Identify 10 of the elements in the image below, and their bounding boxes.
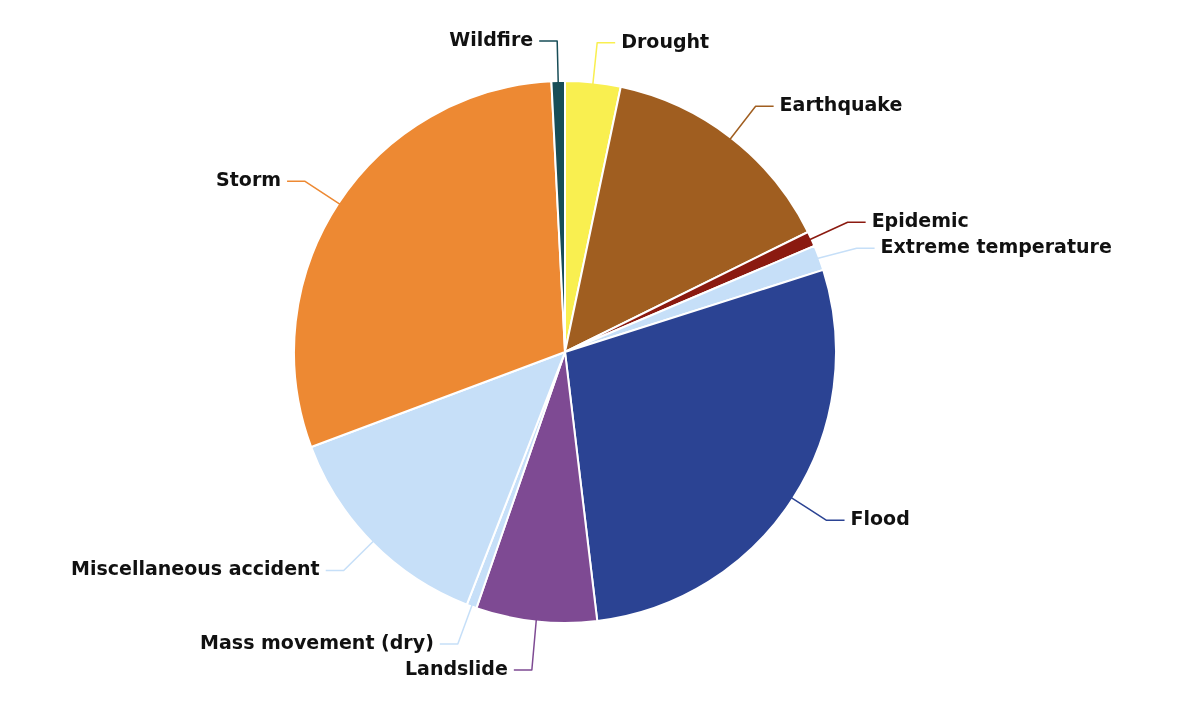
- slice-label: Earthquake: [779, 93, 903, 116]
- slice-label: Landslide: [404, 656, 508, 679]
- slice-label: Miscellaneous accident: [71, 557, 320, 580]
- slice-label: Epidemic: [871, 209, 969, 232]
- slice-label: Drought: [621, 29, 710, 52]
- slice-label: Storm: [216, 168, 282, 191]
- slice-label: Extreme temperature: [880, 235, 1112, 258]
- slice-label: Flood: [850, 507, 910, 530]
- slice-label: Wildfire: [449, 28, 534, 51]
- slice-label: Mass movement (dry): [200, 630, 434, 653]
